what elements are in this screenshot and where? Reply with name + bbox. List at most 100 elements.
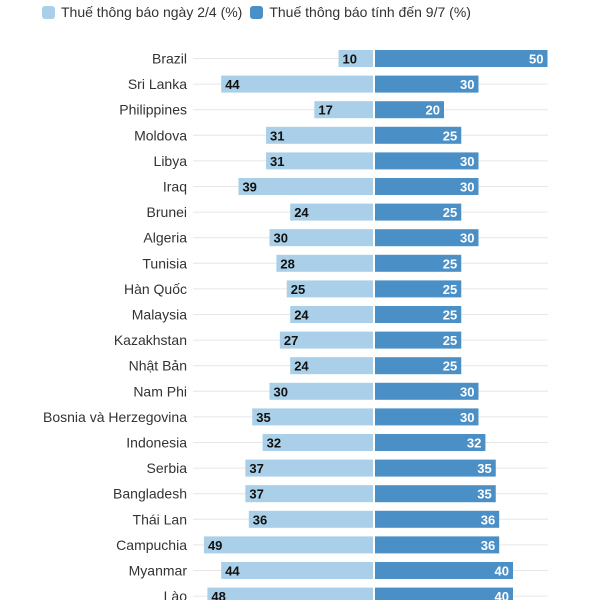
category-label: Bangladesh — [113, 486, 187, 502]
bar-2-4 — [269, 229, 373, 247]
bar-2-4-label: 24 — [294, 205, 309, 220]
bar-9-7 — [375, 75, 479, 93]
bar-2-4-label: 30 — [274, 384, 288, 399]
bar-2-4-label: 36 — [253, 512, 267, 527]
category-label: Lào — [164, 588, 188, 600]
category-label: Kazakhstan — [114, 332, 187, 348]
bar-9-7 — [375, 331, 462, 349]
category-label: Serbia — [147, 460, 188, 476]
bar-9-7-label: 25 — [443, 128, 457, 143]
category-label: Iraq — [163, 179, 187, 195]
category-label: Algeria — [143, 230, 187, 246]
bar-9-7 — [375, 152, 479, 170]
bar-2-4 — [290, 357, 373, 375]
bar-2-4 — [245, 459, 373, 477]
bar-2-4-label: 37 — [249, 487, 263, 502]
category-label: Bosnia và Herzegovina — [43, 409, 187, 425]
bar-9-7 — [375, 254, 462, 272]
bar-2-4-label: 37 — [249, 461, 263, 476]
category-label: Sri Lanka — [128, 76, 187, 92]
category-label: Nam Phi — [133, 383, 187, 399]
bar-2-4 — [290, 306, 373, 323]
bar-9-7 — [375, 587, 513, 600]
bar-2-4 — [248, 510, 373, 528]
bar-2-4-label: 48 — [211, 589, 225, 600]
category-label: Moldova — [134, 127, 187, 143]
bar-9-7 — [375, 306, 462, 323]
bar-2-4 — [238, 178, 373, 195]
bar-2-4 — [252, 408, 373, 426]
bar-9-7-label: 36 — [481, 512, 495, 527]
bar-2-4 — [269, 382, 373, 400]
category-label: Myanmar — [129, 563, 188, 579]
bar-2-4-label: 24 — [294, 308, 309, 323]
legend: Thuế thông báo ngày 2/4 (%) Thuế thông b… — [42, 2, 471, 22]
bar-9-7 — [375, 203, 462, 221]
legend-item-9-7: Thuế thông báo tính đến 9/7 (%) — [250, 4, 471, 20]
bar-9-7 — [375, 126, 462, 144]
bar-2-4-label: 44 — [225, 564, 240, 579]
bar-2-4 — [276, 254, 373, 272]
bar-9-7 — [375, 382, 479, 400]
legend-label-9-7: Thuế thông báo tính đến 9/7 (%) — [269, 4, 471, 20]
bar-2-4-label: 39 — [242, 180, 256, 195]
bar-2-4 — [266, 126, 373, 144]
bar-9-7-label: 25 — [443, 282, 457, 297]
category-label: Campuchia — [116, 537, 187, 553]
bar-9-7-label: 20 — [426, 103, 440, 118]
bar-2-4-label: 28 — [280, 256, 294, 271]
bar-9-7 — [375, 536, 500, 554]
bar-2-4-label: 44 — [225, 77, 240, 92]
bar-2-4-label: 25 — [291, 282, 305, 297]
bar-2-4-label: 31 — [270, 154, 284, 169]
category-label: Libya — [154, 153, 188, 169]
bar-2-4 — [262, 434, 373, 451]
category-label: Indonesia — [126, 435, 187, 451]
legend-label-2-4: Thuế thông báo ngày 2/4 (%) — [61, 4, 243, 20]
bar-2-4-label: 17 — [318, 103, 332, 118]
legend-swatch-2-4 — [42, 5, 55, 19]
bar-9-7 — [375, 510, 500, 528]
bar-2-4-label: 24 — [294, 359, 309, 374]
bar-9-7-label: 36 — [481, 538, 495, 553]
bar-2-4 — [203, 536, 373, 554]
bar-9-7-label: 25 — [443, 308, 457, 323]
bar-2-4 — [266, 152, 373, 170]
bar-9-7 — [375, 178, 479, 195]
bar-2-4 — [290, 203, 373, 221]
bar-9-7-label: 40 — [495, 564, 509, 579]
bar-9-7-label: 35 — [477, 461, 491, 476]
bar-9-7 — [375, 485, 496, 503]
bar-9-7-label: 35 — [477, 487, 491, 502]
legend-item-2-4: Thuế thông báo ngày 2/4 (%) — [42, 4, 242, 20]
category-label: Nhật Bản — [129, 358, 187, 374]
bar-2-4-label: 31 — [270, 128, 284, 143]
bar-2-4 — [286, 280, 373, 298]
category-label: Brunei — [147, 204, 187, 220]
bar-9-7 — [375, 408, 479, 426]
bar-9-7-label: 25 — [443, 359, 457, 374]
bar-9-7 — [375, 562, 513, 579]
bar-2-4-label: 35 — [256, 410, 270, 425]
bar-2-4 — [221, 562, 373, 579]
bar-9-7-label: 30 — [460, 384, 474, 399]
bar-9-7 — [375, 434, 486, 451]
bar-2-4-label: 49 — [208, 538, 222, 553]
bar-2-4 — [207, 587, 373, 600]
bar-9-7-label: 40 — [495, 589, 509, 600]
bar-2-4 — [338, 50, 373, 67]
bar-2-4 — [221, 75, 373, 93]
bar-9-7 — [375, 459, 496, 477]
category-label: Brazil — [152, 51, 187, 67]
bar-9-7-label: 30 — [460, 410, 474, 425]
bar-9-7 — [375, 280, 462, 298]
bar-9-7-label: 25 — [443, 256, 457, 271]
category-label: Thái Lan — [133, 511, 187, 527]
legend-swatch-9-7 — [250, 5, 264, 19]
bar-2-4-label: 10 — [343, 52, 357, 67]
category-label: Malaysia — [132, 307, 187, 323]
bar-9-7-label: 25 — [443, 205, 457, 220]
bar-2-4-label: 27 — [284, 333, 298, 348]
